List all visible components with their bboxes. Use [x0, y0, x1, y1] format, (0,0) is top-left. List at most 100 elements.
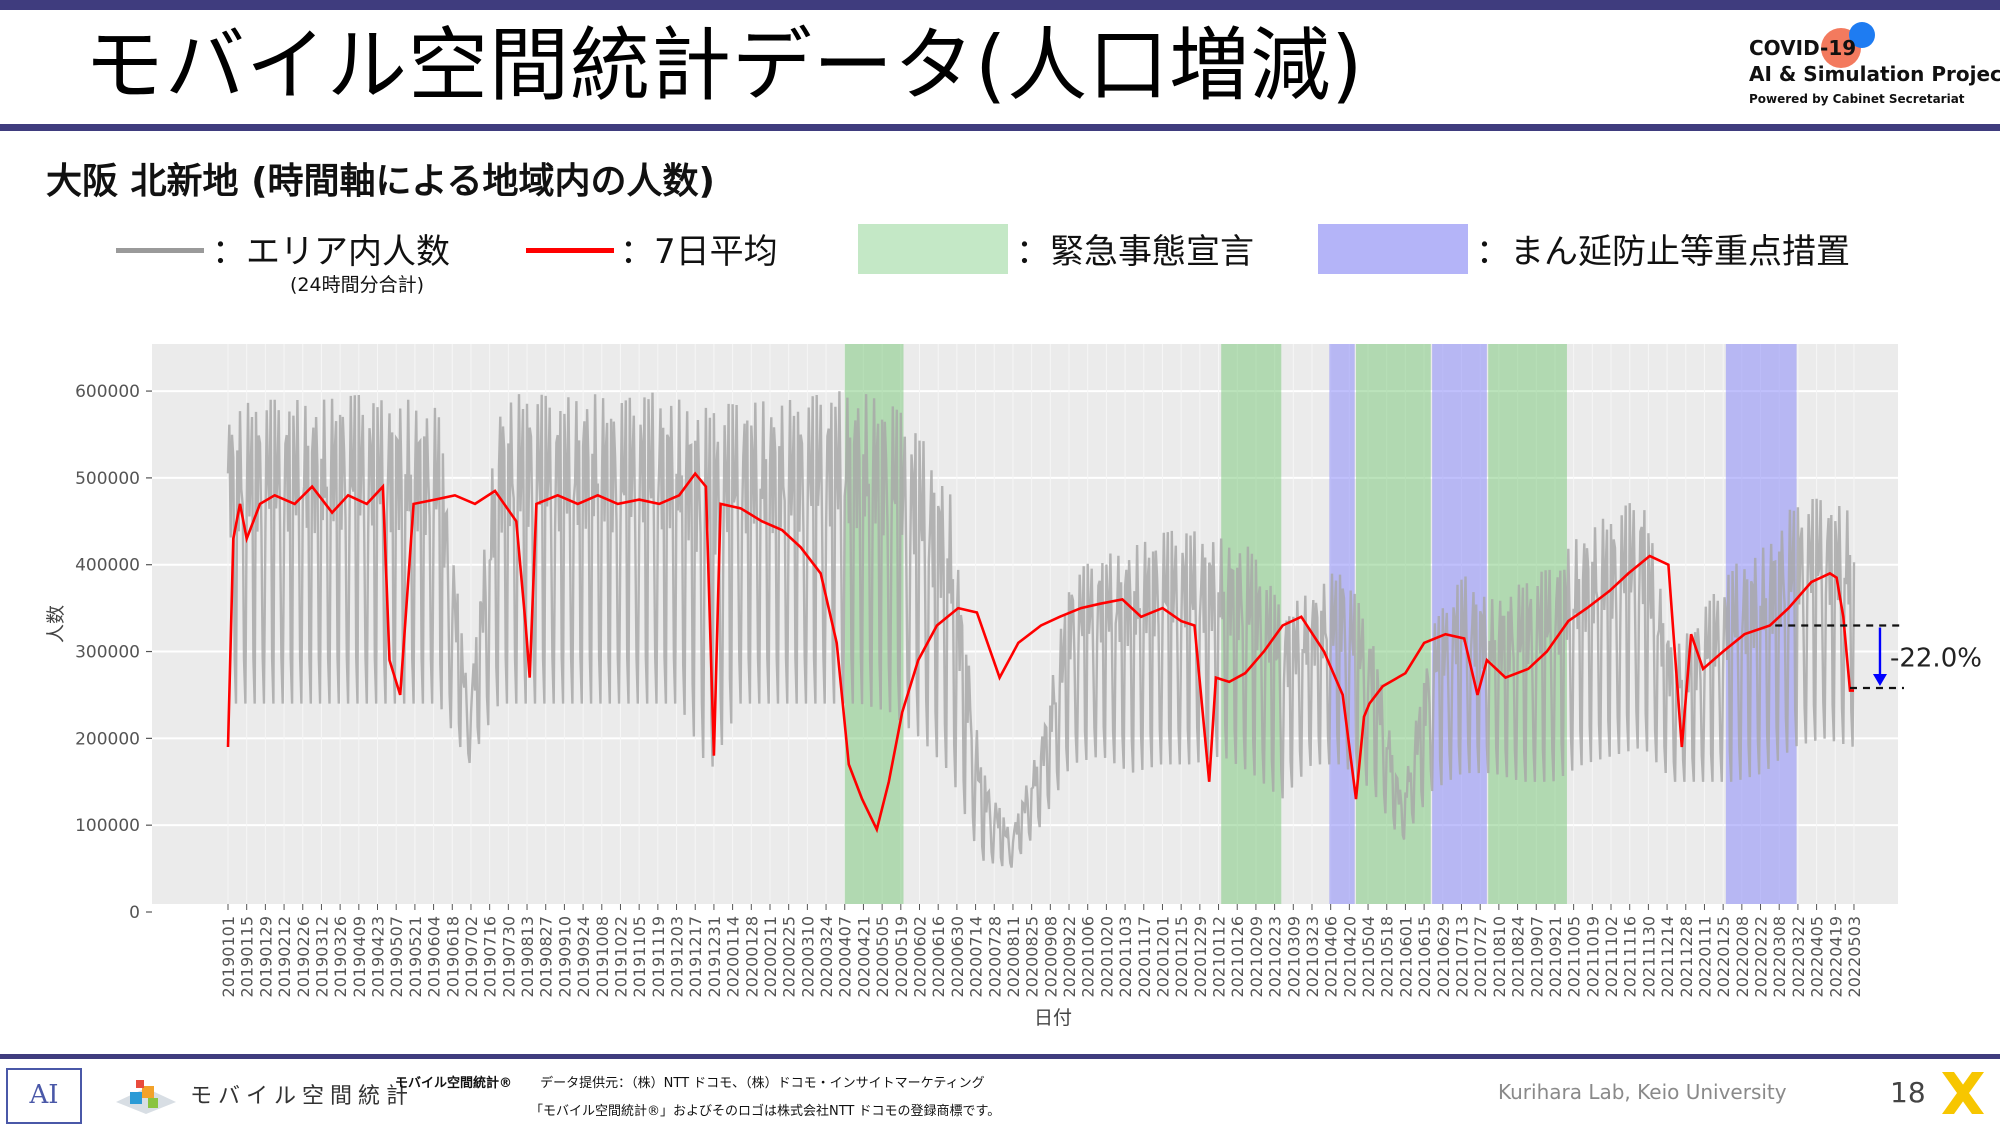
legend-gray-sublabel: (24時間分合計)	[290, 274, 425, 296]
x-tick-label: 20200421	[854, 916, 873, 997]
x-tick-label: 20190604	[425, 916, 444, 997]
x-tick-label: 20210420	[1340, 916, 1359, 997]
logo-dot-blue	[1849, 22, 1875, 48]
page-number: 18	[1890, 1076, 1926, 1109]
x-tick-label: 20200225	[780, 916, 799, 997]
annotation-label: -22.0%	[1890, 644, 1982, 674]
x-tick-label: 20211005	[1565, 916, 1584, 997]
credit-line-1: モバイル空間統計® データ提供元：（株）NTT ドコモ、（株）ドコモ・インサイト…	[395, 1072, 985, 1091]
ai-lab-logo: AI	[6, 1068, 82, 1124]
priority-measures-band	[1432, 344, 1487, 904]
legend-blue-label: ：まん延防止等重点措置	[1476, 232, 1850, 272]
y-tick-label: 400000	[75, 556, 140, 576]
legend-red-label: ：7日平均	[620, 232, 778, 272]
x-tick-label: 20190618	[443, 916, 462, 997]
logo-line-3: Powered by Cabinet Secretariat	[1749, 92, 1965, 106]
y-tick-label: 300000	[75, 643, 140, 663]
legend-gray-label: ：エリア内人数	[212, 232, 450, 272]
x-tick-label: 20190702	[462, 916, 481, 997]
logo-line-2: AI & Simulation Project	[1749, 62, 2000, 86]
x-axis-title: 日付	[1034, 1007, 1072, 1029]
x-tick-label: 20200630	[948, 916, 967, 997]
x-tick-label: 20200922	[1060, 916, 1079, 997]
x-tick-label: 20191217	[686, 916, 705, 997]
x-tick-label: 20211019	[1583, 916, 1602, 997]
x-tick-label: 20191203	[668, 916, 687, 997]
x-tick-label: 20220125	[1714, 916, 1733, 997]
x-tick-label: 20210727	[1471, 916, 1490, 997]
x-tick-label: 20210323	[1303, 916, 1322, 997]
x-tick-label: 20200505	[873, 916, 892, 997]
x-tick-label: 20191008	[593, 916, 612, 997]
x-tick-label: 20210907	[1527, 916, 1546, 997]
x-tick-label: 20211214	[1658, 916, 1677, 997]
legend-gray-line	[116, 248, 204, 253]
x-tick-label: 20191022	[611, 916, 630, 997]
x-tick-label: 20200324	[817, 916, 836, 997]
x-tick-label: 20200616	[929, 916, 948, 997]
x-tick-label: 20210223	[1266, 916, 1285, 997]
x-tick-label: 20210112	[1210, 916, 1229, 997]
legend-green-label: ：緊急事態宣言	[1016, 232, 1254, 272]
x-tick-label: 20210309	[1284, 916, 1303, 997]
legend-green-box	[858, 224, 1008, 274]
x-tick-label: 20200310	[798, 916, 817, 997]
x-tick-label: 20200714	[967, 916, 986, 997]
x-tick-label: 20190910	[555, 916, 574, 997]
x-tick-label: 20210601	[1396, 916, 1415, 997]
x-tick-label: 20220503	[1845, 916, 1864, 997]
x-tick-label: 20200114	[724, 916, 743, 997]
x-tick-label: 20200407	[836, 916, 855, 997]
x-tick-label: 20190924	[574, 916, 593, 997]
x-tick-label: 20190129	[256, 916, 275, 997]
x-tick-label: 20190212	[275, 916, 294, 997]
x-tick-label: 20201215	[1172, 916, 1191, 997]
x-tick-label: 20220322	[1789, 916, 1808, 997]
x-tick-label: 20201201	[1153, 916, 1172, 997]
x-tick-label: 20200519	[892, 916, 911, 997]
x-tick-label: 20201117	[1135, 916, 1154, 997]
x-tick-label: 20190226	[294, 916, 313, 997]
x-tick-label: 20191119	[649, 916, 668, 997]
x-tick-label: 20210406	[1322, 916, 1341, 997]
slide-title: モバイル空間統計データ(人口増減)	[84, 19, 1364, 112]
project-logo: COVID-19 AI & Simulation Project Powered…	[1745, 22, 2000, 117]
slide-subtitle: 大阪 北新地 (時間軸による地域内の人数)	[46, 161, 715, 202]
x-tick-label: 20190730	[499, 916, 518, 997]
x-tick-label: 20210615	[1415, 916, 1434, 997]
legend-red-line	[526, 248, 614, 253]
y-tick-label: 200000	[75, 729, 140, 749]
x-tick-label: 20191105	[630, 916, 649, 997]
legend-blue-box	[1318, 224, 1468, 274]
x-tick-label: 20201103	[1116, 916, 1135, 997]
x-tick-label: 20220208	[1733, 916, 1752, 997]
x-tick-label: 20211102	[1602, 916, 1621, 997]
y-tick-label: 100000	[75, 816, 140, 836]
x-tick-label: 20190813	[518, 916, 537, 997]
x-tick-label: 20210518	[1378, 916, 1397, 997]
x-tick-label: 20200908	[1041, 916, 1060, 997]
y-tick-label: 0	[129, 903, 140, 923]
x-tick-label: 20190409	[350, 916, 369, 997]
mobile-stats-logo-text: モバイル空間統計	[190, 1084, 415, 1109]
x-tick-label: 20190115	[238, 916, 257, 997]
x-tick-label: 20210810	[1490, 916, 1509, 997]
x-tick-label: 20220111	[1695, 916, 1714, 997]
y-tick-label: 600000	[75, 382, 140, 402]
x-tick-label: 20201229	[1191, 916, 1210, 997]
corner-x-logo-icon	[1942, 1072, 1984, 1114]
x-tick-label: 20210504	[1359, 916, 1378, 997]
credit-trademark: 「モバイル空間統計®」およびそのロゴは株式会社NTT ドコモの登録商標です。	[530, 1104, 1001, 1119]
x-tick-label: 20190521	[406, 916, 425, 997]
x-tick-label: 20210209	[1247, 916, 1266, 997]
x-tick-label: 20200211	[761, 916, 780, 997]
x-tick-label: 20220222	[1752, 916, 1771, 997]
x-tick-label: 20200811	[1004, 916, 1023, 997]
x-tick-label: 20191231	[705, 916, 724, 997]
y-tick-label: 500000	[75, 469, 140, 489]
x-tick-label: 20190312	[312, 916, 331, 997]
x-tick-label: 20211228	[1677, 916, 1696, 997]
x-tick-label: 20190326	[331, 916, 350, 997]
x-tick-label: 20210921	[1546, 916, 1565, 997]
x-tick-label: 20201020	[1097, 916, 1116, 997]
